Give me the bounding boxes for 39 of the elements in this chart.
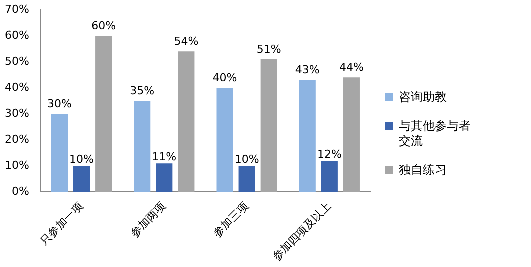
x-tick-label: 只参加一项	[38, 200, 86, 248]
bar	[238, 166, 256, 192]
data-label: 54%	[174, 35, 199, 48]
x-tick-label: 参加三项	[210, 200, 252, 240]
y-tick-label: 10%	[4, 159, 30, 172]
bar	[134, 101, 151, 192]
bar	[260, 59, 278, 192]
y-tick-label: 30%	[4, 106, 30, 120]
bar	[343, 78, 360, 192]
y-tick-label: 50%	[4, 54, 30, 68]
legend-label: 独自练习	[399, 163, 448, 178]
bar	[96, 36, 112, 192]
data-label: 30%	[48, 97, 72, 110]
data-label: 11%	[152, 150, 177, 164]
bar	[74, 166, 90, 192]
bar	[299, 80, 316, 192]
data-label: 40%	[212, 71, 238, 84]
data-label: 10%	[70, 153, 94, 166]
data-label: 60%	[92, 19, 116, 32]
y-tick-label: 40%	[4, 80, 30, 94]
data-label: 44%	[339, 61, 364, 74]
legend-label: 与其他参与者交流	[399, 119, 471, 149]
y-tick-label: 20%	[4, 133, 30, 146]
bar	[178, 52, 195, 192]
x-tick-label: 参加两项	[128, 200, 169, 240]
legend-label: 咨询助教	[399, 90, 448, 105]
y-tick-label: 70%	[4, 2, 30, 16]
x-tick-label: 参加四项及以上	[270, 200, 334, 264]
bar	[321, 160, 338, 192]
data-label: 51%	[256, 42, 282, 56]
y-tick-label: 0%	[12, 185, 30, 198]
bar	[216, 88, 234, 192]
data-label: 35%	[130, 84, 155, 98]
data-label: 43%	[295, 64, 320, 77]
y-tick-label: 60%	[4, 28, 30, 42]
data-label: 12%	[317, 148, 342, 161]
data-label: 10%	[234, 153, 260, 166]
bar	[51, 114, 68, 192]
bar	[156, 164, 173, 192]
